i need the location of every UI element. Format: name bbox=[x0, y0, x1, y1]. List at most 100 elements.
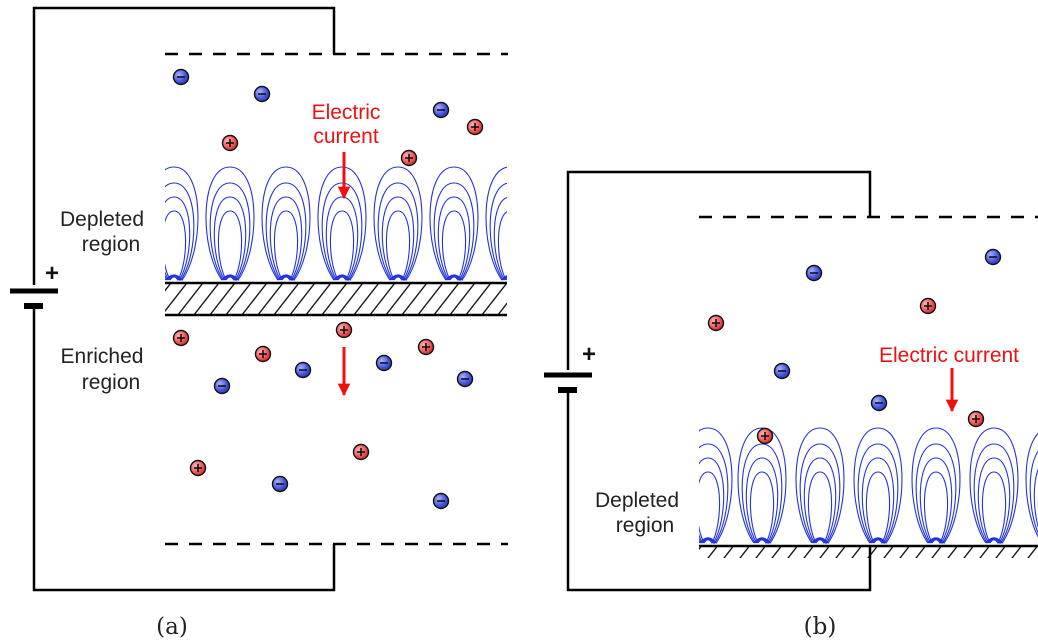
flow-line bbox=[803, 457, 837, 545]
circuit-wire-top bbox=[32, 6, 336, 285]
positive-ion bbox=[466, 118, 484, 136]
depleted-label-b-line1: Depleted bbox=[595, 489, 679, 512]
current-label-b: Electric current bbox=[879, 344, 1019, 367]
negative-ion bbox=[805, 264, 823, 282]
caption-a: (a) bbox=[156, 614, 188, 640]
flow-line bbox=[377, 182, 419, 281]
flow-line bbox=[741, 443, 783, 544]
vortex-flow-lines-b bbox=[699, 427, 1038, 545]
flow-line bbox=[795, 427, 845, 544]
flow-line bbox=[865, 471, 891, 545]
positive-ion bbox=[756, 427, 774, 445]
ions-a bbox=[172, 68, 484, 510]
flow-line bbox=[737, 427, 787, 544]
flow-line bbox=[911, 427, 961, 544]
flow-line bbox=[165, 166, 199, 281]
current-label-line1: Electric bbox=[312, 101, 381, 124]
flow-line bbox=[373, 166, 423, 281]
circuit-wire-top-b bbox=[566, 170, 872, 370]
flow-line bbox=[807, 471, 833, 545]
flow-line bbox=[861, 457, 895, 545]
flow-line bbox=[497, 211, 507, 281]
negative-ion bbox=[271, 475, 289, 493]
flow-line bbox=[165, 196, 191, 282]
flow-line bbox=[493, 197, 507, 281]
flow-line bbox=[261, 166, 311, 281]
flow-line bbox=[981, 471, 1007, 545]
flow-line bbox=[1029, 450, 1038, 534]
battery-plus-sign-b: + bbox=[582, 341, 596, 368]
enriched-label-line2: region bbox=[82, 371, 140, 394]
flow-line bbox=[441, 210, 467, 282]
positive-ion bbox=[967, 410, 985, 428]
flow-line bbox=[915, 443, 957, 544]
flow-line bbox=[699, 471, 721, 545]
positive-ion bbox=[417, 338, 435, 356]
flow-line bbox=[273, 210, 299, 282]
flow-line bbox=[799, 443, 841, 544]
flow-line bbox=[217, 210, 243, 282]
flow-line bbox=[749, 471, 775, 545]
negative-ion bbox=[432, 101, 450, 119]
flow-line bbox=[205, 166, 255, 281]
flow-line bbox=[853, 427, 903, 544]
flow-line bbox=[329, 210, 355, 282]
flow-line bbox=[969, 427, 1019, 544]
current-label-line2: current bbox=[313, 125, 379, 148]
enriched-label-line1: Enriched bbox=[61, 345, 144, 368]
negative-ion bbox=[984, 248, 1002, 266]
panel-b: + Electric current Depleted region (b) bbox=[544, 170, 1038, 640]
panel-a: + Electric current Depleted region Enric… bbox=[10, 6, 508, 640]
negative-ion bbox=[375, 354, 393, 372]
vortex-flow-lines bbox=[165, 166, 507, 282]
flow-line bbox=[977, 457, 1011, 545]
positive-ion bbox=[221, 134, 239, 152]
flow-line bbox=[385, 210, 411, 282]
flow-line bbox=[699, 427, 733, 544]
flow-line bbox=[165, 210, 187, 282]
flow-line bbox=[489, 183, 507, 281]
positive-ion bbox=[919, 297, 937, 315]
flow-line bbox=[857, 443, 899, 544]
flow-line bbox=[325, 196, 359, 282]
negative-ion bbox=[773, 362, 791, 380]
flow-line bbox=[429, 166, 479, 281]
positive-ion bbox=[254, 345, 272, 363]
flow-line bbox=[485, 167, 507, 281]
negative-ion bbox=[253, 85, 271, 103]
positive-ion bbox=[172, 329, 190, 347]
flow-line bbox=[973, 443, 1015, 544]
positive-ion bbox=[189, 459, 207, 477]
circuit-wire-bottom-b bbox=[566, 392, 872, 592]
depleted-label-b-line2: region bbox=[616, 514, 674, 537]
flow-line bbox=[269, 196, 303, 282]
membrane-hatch bbox=[165, 283, 507, 315]
flow-line bbox=[165, 182, 195, 281]
flow-line bbox=[1025, 432, 1038, 538]
flow-line bbox=[1033, 468, 1038, 529]
flow-line bbox=[923, 471, 949, 545]
depleted-label-line1: Depleted bbox=[60, 208, 144, 231]
positive-ion bbox=[400, 149, 418, 167]
flow-line bbox=[699, 457, 725, 545]
negative-ion bbox=[294, 361, 312, 379]
flow-line bbox=[745, 457, 779, 545]
flow-line bbox=[433, 182, 475, 281]
depleted-label-line2: region bbox=[82, 233, 140, 256]
negative-ion bbox=[456, 370, 474, 388]
flow-line bbox=[699, 443, 729, 544]
positive-ion bbox=[707, 314, 725, 332]
flow-line bbox=[381, 196, 415, 282]
flow-line bbox=[437, 196, 471, 282]
circuit-wire-bottom bbox=[32, 305, 336, 592]
negative-ion bbox=[172, 68, 190, 86]
flow-line bbox=[265, 182, 307, 281]
electrode-hatch-b bbox=[699, 546, 1038, 558]
negative-ion bbox=[432, 492, 450, 510]
positive-ion bbox=[352, 443, 370, 461]
flow-line bbox=[213, 196, 247, 282]
battery-plus-sign: + bbox=[45, 260, 59, 287]
ions-b bbox=[707, 248, 1002, 445]
